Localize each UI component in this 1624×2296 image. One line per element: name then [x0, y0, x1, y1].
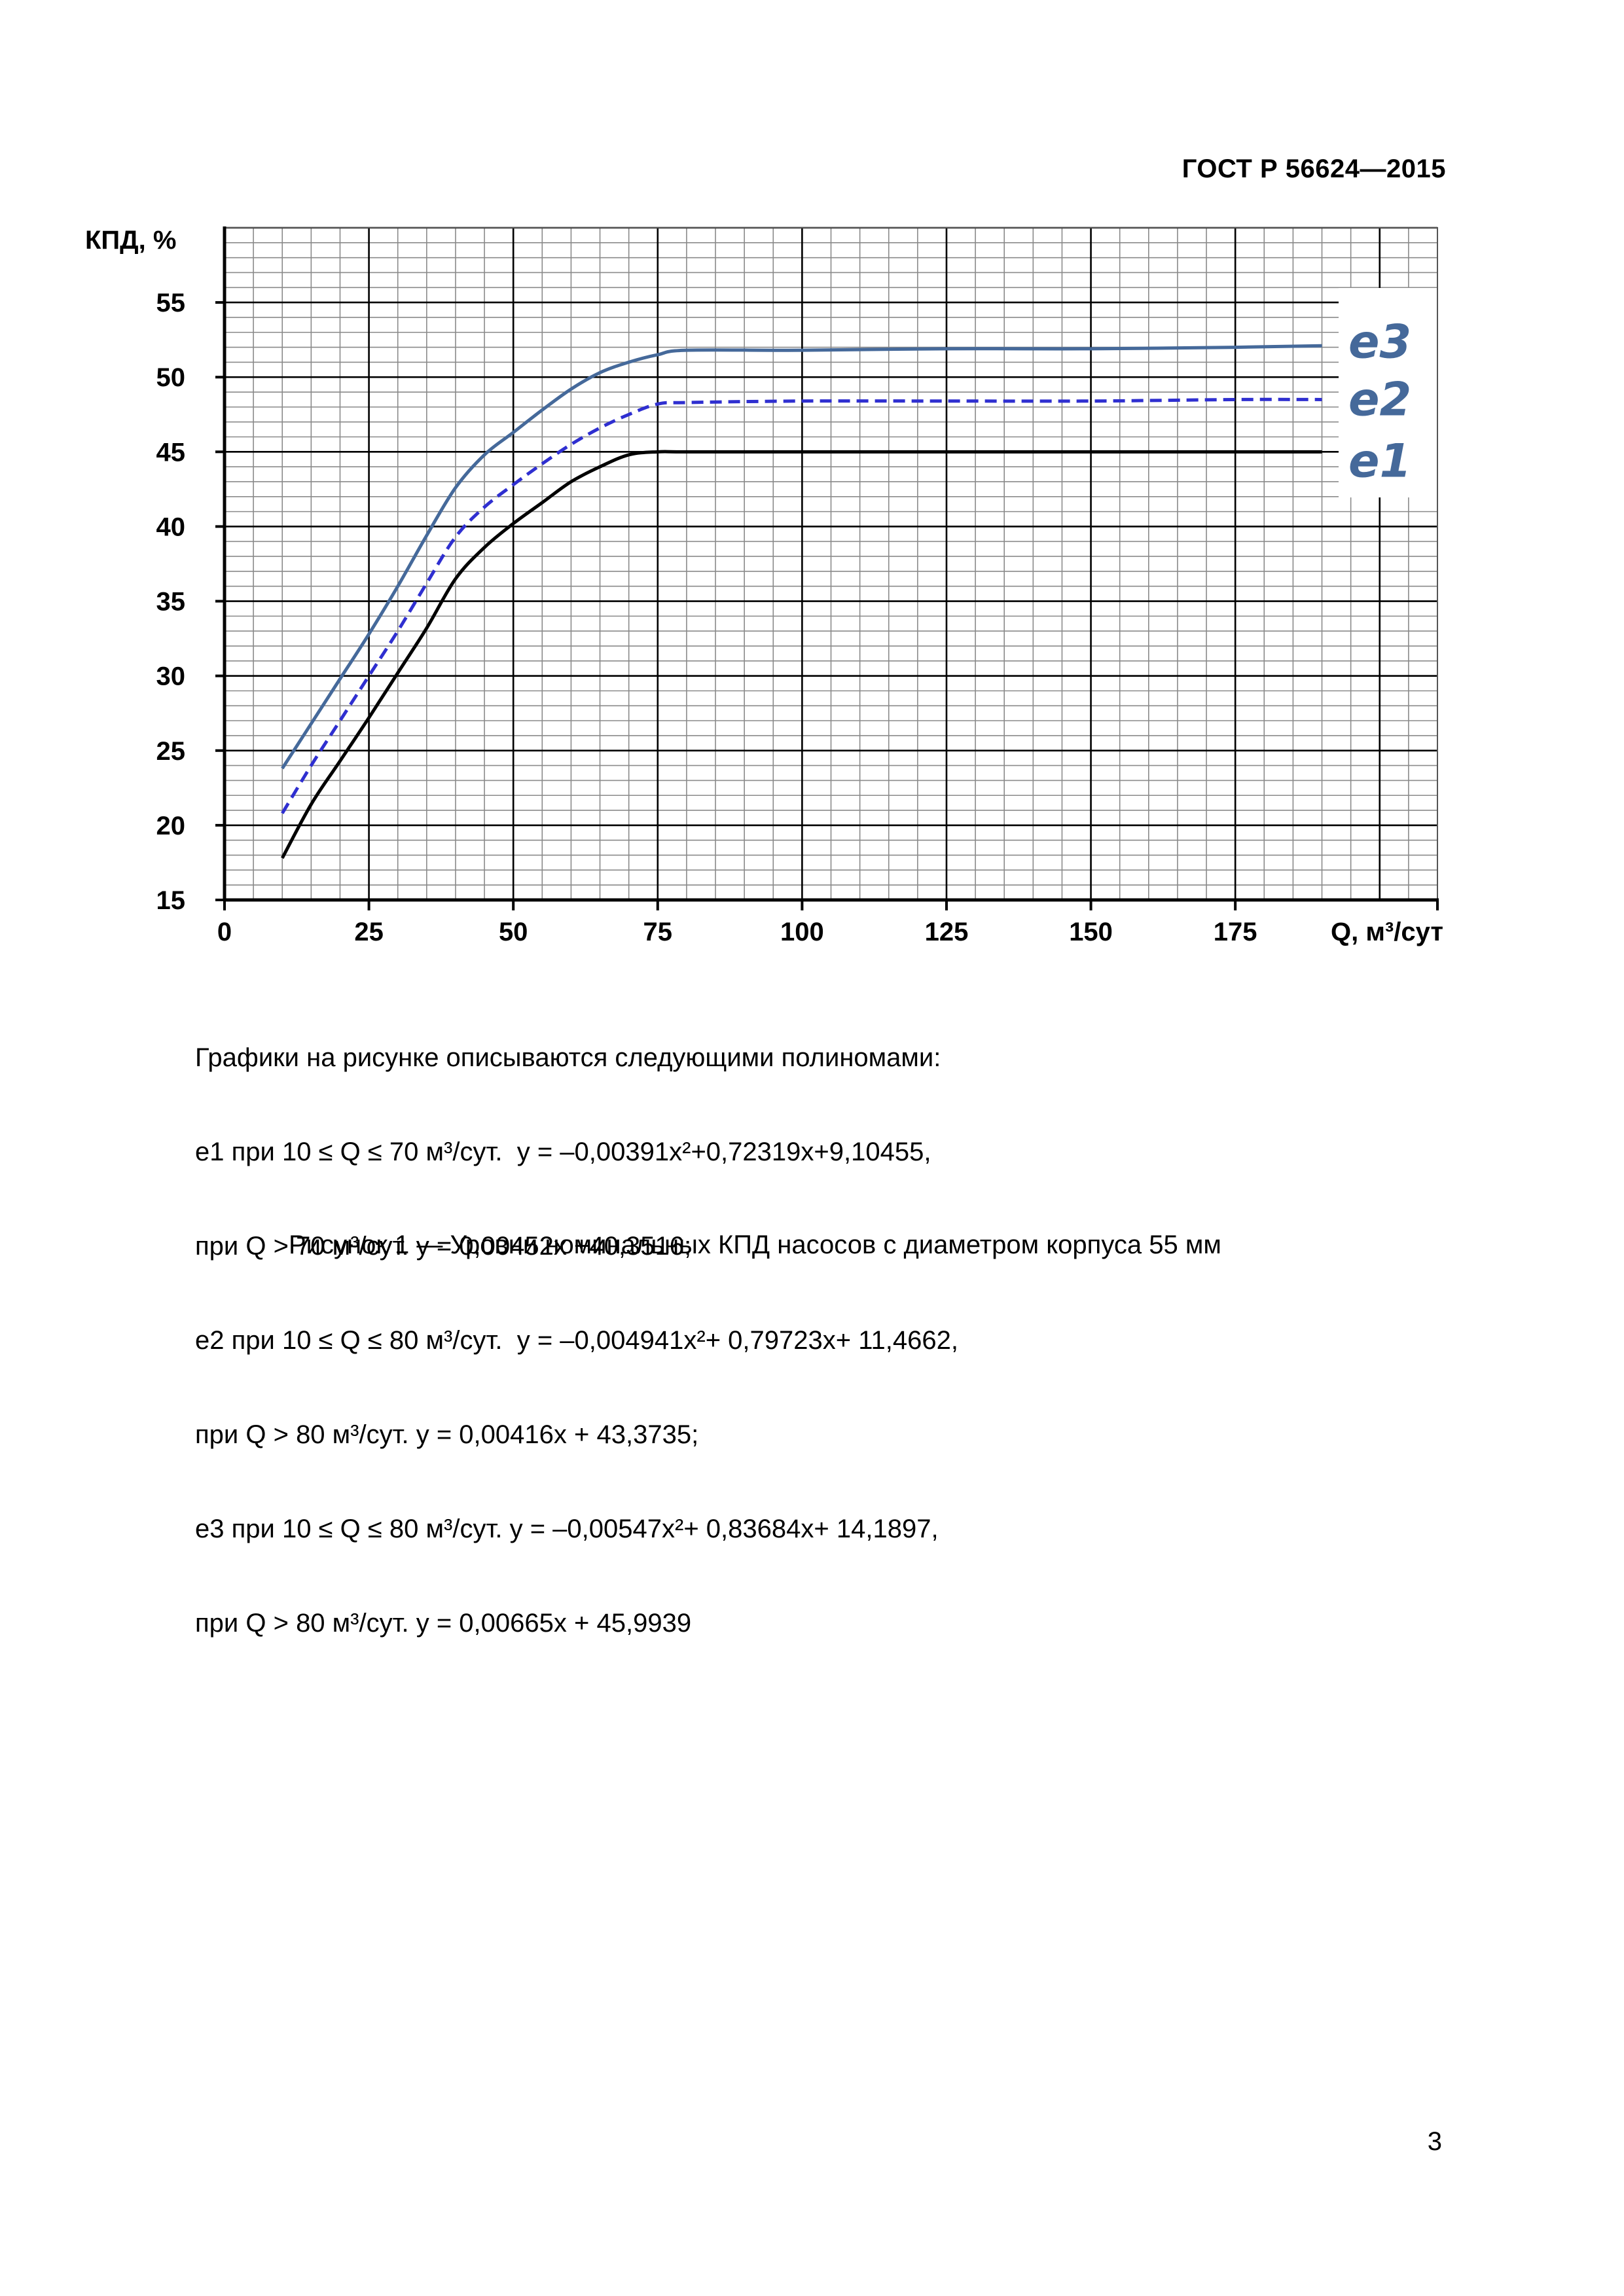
- series-label-e2: e2: [1348, 372, 1411, 426]
- page-number: 3: [1427, 2127, 1442, 2156]
- document-id: ГОСТ Р 56624—2015: [1182, 154, 1446, 183]
- y-tick-label: 40: [156, 512, 186, 541]
- note-line: при Q > 80 м³/сут. y = 0,00416x + 43,373…: [195, 1420, 699, 1449]
- y-tick-label: 55: [156, 289, 186, 317]
- polynomial-notes: Графики на рисунке описываются следующим…: [195, 979, 958, 1670]
- efficiency-chart: 15 20 25 30 35 40 45 50 55 0 25 50 75 100 125 150 175 e3…: [85, 226, 1443, 946]
- series-line-e2: [281, 397, 1322, 814]
- x-tick-label: 50: [499, 918, 528, 946]
- series-label-e1: e1: [1348, 434, 1411, 488]
- x-tick-label: 125: [925, 918, 969, 946]
- note-line: Графики на рисунке описываются следующим…: [195, 1043, 941, 1072]
- x-axis-label: Q, м³/сут: [1331, 918, 1443, 946]
- y-tick-label: 45: [156, 438, 186, 467]
- x-tick-label: 25: [354, 918, 384, 946]
- axes: [215, 226, 1439, 910]
- series-lines: [281, 344, 1322, 859]
- note-line: при Q > 80 м³/сут. y = 0,00665x + 45,993…: [195, 1609, 692, 1638]
- series-label-box: [1339, 288, 1437, 497]
- series-line-e1: [281, 450, 1322, 859]
- y-tick-label: 50: [156, 363, 186, 392]
- x-tick-label: 175: [1214, 918, 1257, 946]
- x-tick-label: 75: [643, 918, 673, 946]
- y-tick-label: 30: [156, 662, 186, 691]
- y-tick-label: 25: [156, 737, 186, 766]
- note-line: e3 при 10 ≤ Q ≤ 80 м³/сут. y = –0,00547x…: [195, 1515, 939, 1543]
- y-tick-label: 20: [156, 812, 186, 840]
- note-line: e2 при 10 ≤ Q ≤ 80 м³/сут. y = –0,004941…: [195, 1326, 958, 1355]
- note-line: e1 при 10 ≤ Q ≤ 70 м³/сут. y = –0,00391x…: [195, 1138, 931, 1166]
- tick-labels: 15 20 25 30 35 40 45 50 55 0 25 50 75 100 125 150 175: [156, 289, 1257, 946]
- series-label-e3: e3: [1348, 315, 1411, 368]
- y-tick-label: 15: [156, 886, 186, 915]
- note-line: при Q > 70 м³/сут. y = 0,00452x +40,3516…: [195, 1232, 692, 1261]
- x-tick-label: 150: [1069, 918, 1113, 946]
- figure-caption: Рисунок 1 — Уровни номинальных КПД насос…: [289, 1230, 1221, 1259]
- y-tick-label: 35: [156, 588, 186, 617]
- x-tick-label: 100: [780, 918, 824, 946]
- y-axis-label: КПД, %: [85, 226, 176, 255]
- series-line-e3: [281, 344, 1322, 770]
- x-tick-label: 0: [217, 918, 232, 946]
- minor-grid: [224, 227, 1438, 901]
